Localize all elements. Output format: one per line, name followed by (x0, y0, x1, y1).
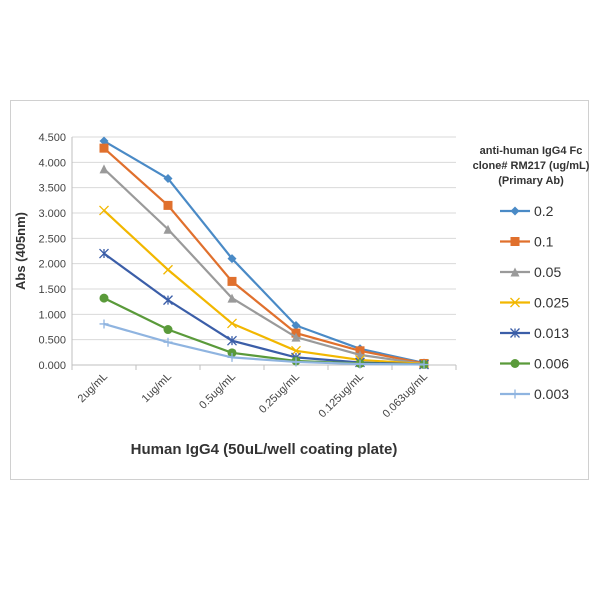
legend-label: 0.003 (534, 386, 569, 402)
legend-marker (510, 237, 520, 246)
legend-marker (510, 206, 520, 216)
y-tick-label: 0.000 (38, 360, 66, 372)
data-point (227, 318, 237, 329)
legend-marker (510, 328, 520, 338)
data-point (227, 276, 237, 286)
legend-marker (510, 359, 520, 368)
data-point (99, 248, 109, 259)
legend-marker (510, 389, 520, 399)
y-tick-label: 2.000 (38, 259, 66, 271)
legend-marker (510, 297, 520, 308)
data-point (227, 254, 237, 264)
series-line-0.003 (103, 322, 425, 366)
data-point (99, 143, 109, 153)
legend-label: 0.05 (534, 264, 561, 280)
y-tick-label: 3.500 (38, 183, 66, 195)
y-tick-label: 1.500 (38, 284, 66, 296)
y-tick-label: 3.000 (38, 208, 66, 220)
data-point (99, 164, 109, 174)
legend-title: anti-human IgG4 Fc (480, 145, 583, 157)
series-line-0.013 (103, 252, 425, 366)
legend-title: (Primary Ab) (498, 175, 564, 187)
x-axis-title: Human IgG4 (50uL/well coating plate) (131, 441, 398, 458)
data-point (163, 174, 173, 184)
data-point (355, 359, 365, 369)
data-point (291, 332, 301, 342)
y-axis-title: Abs (405nm) (13, 212, 28, 290)
data-point (99, 293, 109, 303)
chart-frame (10, 100, 589, 480)
y-tick-label: 2.500 (38, 233, 66, 245)
legend-label: 0.2 (534, 203, 554, 219)
y-tick-label: 4.000 (38, 157, 66, 169)
data-point (227, 293, 237, 303)
x-tick-label: 0.063ug/mL (381, 371, 431, 421)
x-tick-label: 2ug/mL (76, 371, 110, 405)
legend-label: 0.025 (534, 295, 569, 311)
data-point (163, 264, 173, 275)
data-point (163, 325, 173, 335)
data-point (99, 136, 109, 146)
data-point (419, 359, 429, 369)
y-tick-label: 4.500 (38, 132, 66, 144)
data-point (163, 200, 173, 210)
legend-label: 0.006 (534, 356, 569, 372)
data-point (99, 319, 109, 329)
legend-title: clone# RM217 (ug/mL) (473, 160, 590, 172)
data-point (163, 224, 173, 234)
series-line-0.2 (103, 140, 425, 365)
legend-label: 0.013 (534, 325, 569, 341)
series-line-0.1 (103, 147, 425, 365)
data-point (163, 337, 173, 347)
x-tick-label: 0.125ug/mL (317, 371, 367, 421)
y-tick-label: 0.500 (38, 335, 66, 347)
legend-marker (510, 267, 520, 277)
x-tick-label: 0.5ug/mL (197, 371, 238, 412)
data-point (99, 205, 109, 216)
data-point (227, 352, 237, 362)
series-line-0.025 (103, 209, 425, 366)
data-point (227, 335, 237, 346)
x-tick-label: 1ug/mL (140, 371, 174, 405)
x-tick-label: 0.25ug/mL (257, 371, 302, 416)
y-tick-label: 1.000 (38, 309, 66, 321)
data-point (291, 357, 301, 367)
series-line-0.05 (103, 168, 425, 366)
data-point (163, 295, 173, 306)
data-point (291, 320, 301, 330)
legend-label: 0.1 (534, 234, 554, 250)
data-point (227, 348, 237, 358)
